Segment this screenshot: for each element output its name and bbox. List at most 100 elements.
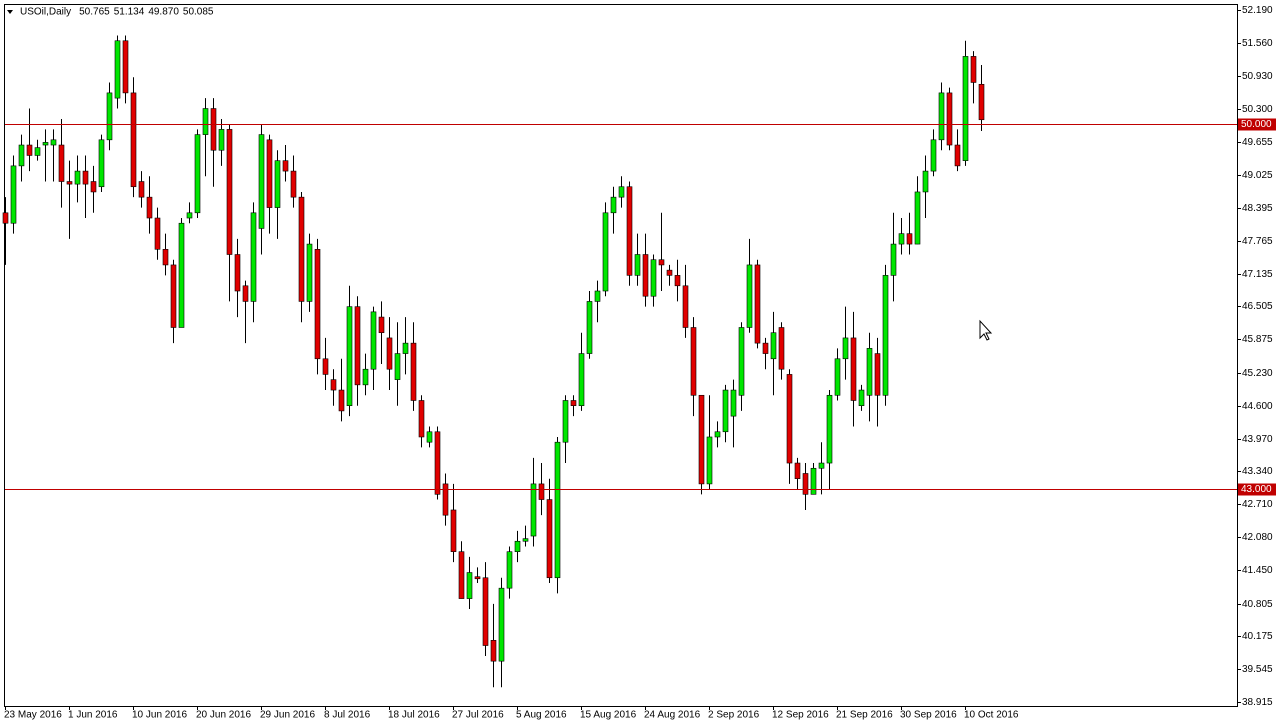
candle-body bbox=[858, 389, 865, 407]
price-label: 50.000 bbox=[1241, 119, 1272, 130]
price-label: 43.000 bbox=[1241, 484, 1272, 495]
chart-title: USOil,Daily bbox=[20, 7, 71, 18]
x-tick-label: 23 May 2016 bbox=[4, 710, 62, 721]
candle-body bbox=[578, 353, 585, 407]
candle-body bbox=[538, 483, 545, 500]
candle-body bbox=[314, 248, 321, 360]
candle-body bbox=[586, 301, 593, 354]
candle-body bbox=[138, 181, 145, 198]
y-tick-label: 43.970 bbox=[1242, 434, 1273, 445]
candle-body bbox=[786, 374, 793, 464]
candle-body bbox=[978, 83, 985, 121]
x-tick-label: 29 Jun 2016 bbox=[260, 710, 315, 721]
mouse-cursor bbox=[979, 319, 993, 341]
y-tick-label: 44.600 bbox=[1242, 401, 1273, 412]
candle-body bbox=[426, 431, 433, 443]
x-tick-label: 8 Jul 2016 bbox=[324, 710, 371, 721]
price-label-box bbox=[1238, 483, 1276, 496]
x-tick-label: 20 Jun 2016 bbox=[196, 710, 251, 721]
candle-body bbox=[890, 243, 897, 276]
candle-body bbox=[554, 441, 561, 579]
candle-body bbox=[386, 337, 393, 370]
candle-body bbox=[394, 353, 401, 380]
candle-body bbox=[738, 327, 745, 396]
candle-body bbox=[322, 358, 329, 375]
x-tick-label: 1 Jun 2016 bbox=[68, 710, 118, 721]
y-tick-label: 45.875 bbox=[1242, 334, 1273, 345]
x-tick-label: 30 Sep 2016 bbox=[900, 710, 957, 721]
candle-body bbox=[938, 92, 945, 141]
y-tick-label: 50.300 bbox=[1242, 104, 1273, 115]
y-tick-label: 52.190 bbox=[1242, 5, 1273, 16]
candle-body bbox=[290, 170, 297, 198]
candle-body bbox=[450, 509, 457, 552]
candle-body bbox=[546, 499, 553, 579]
candle-body bbox=[954, 144, 961, 167]
candle-body bbox=[346, 306, 353, 407]
candle-body bbox=[650, 259, 657, 297]
candle-body bbox=[842, 337, 849, 360]
candle-body bbox=[522, 538, 529, 542]
candle-body bbox=[778, 327, 785, 370]
candle-body bbox=[634, 254, 641, 276]
x-tick-label: 27 Jul 2016 bbox=[452, 710, 504, 721]
x-tick-label: 10 Jun 2016 bbox=[132, 710, 187, 721]
candle-body bbox=[922, 170, 929, 193]
candle-body bbox=[194, 134, 201, 214]
candle-body bbox=[146, 196, 153, 219]
candle-body bbox=[498, 587, 505, 662]
candle-body bbox=[26, 144, 33, 156]
candle-body bbox=[266, 139, 273, 208]
candle-body bbox=[458, 551, 465, 599]
candle-body bbox=[514, 540, 521, 552]
y-tick-label: 40.805 bbox=[1242, 599, 1273, 610]
y-tick-label: 50.930 bbox=[1242, 71, 1273, 82]
candle-body bbox=[298, 196, 305, 302]
candle-body bbox=[666, 269, 673, 276]
candle-body bbox=[834, 358, 841, 396]
candle-body bbox=[122, 40, 129, 94]
candle-body bbox=[602, 212, 609, 292]
candle-body bbox=[506, 551, 513, 589]
header-value: 50.085 bbox=[183, 7, 214, 18]
x-tick-label: 5 Aug 2016 bbox=[516, 710, 567, 721]
candle-body bbox=[82, 170, 89, 185]
candle-body bbox=[570, 400, 577, 407]
candle-body bbox=[218, 129, 225, 151]
y-tick-label: 49.025 bbox=[1242, 170, 1273, 181]
candle-body bbox=[154, 217, 161, 250]
y-tick-label: 41.450 bbox=[1242, 565, 1273, 576]
candle-body bbox=[2, 212, 9, 224]
candle-body bbox=[802, 473, 809, 495]
candle-body bbox=[354, 306, 361, 386]
candle-body bbox=[962, 56, 969, 161]
candle-body bbox=[474, 576, 481, 580]
candle-body bbox=[882, 275, 889, 396]
candle-body bbox=[234, 254, 241, 292]
candle-body bbox=[850, 337, 857, 401]
candle-body bbox=[642, 254, 649, 297]
candle-body bbox=[898, 233, 905, 245]
header-value: 51.134 bbox=[114, 7, 145, 18]
candle-body bbox=[410, 342, 417, 401]
y-tick-label: 46.505 bbox=[1242, 301, 1273, 312]
y-tick-label: 38.915 bbox=[1242, 697, 1273, 708]
candle-body bbox=[18, 144, 25, 167]
candle-body bbox=[690, 327, 697, 396]
candle-body bbox=[402, 342, 409, 354]
x-tick-label: 2 Sep 2016 bbox=[708, 710, 760, 721]
y-tick-label: 40.175 bbox=[1242, 631, 1273, 642]
x-tick-label: 21 Sep 2016 bbox=[836, 710, 893, 721]
candle-body bbox=[594, 290, 601, 302]
y-tick-label: 47.765 bbox=[1242, 236, 1273, 247]
candle-body bbox=[946, 92, 953, 146]
candle-body bbox=[58, 144, 65, 182]
y-tick-label: 39.545 bbox=[1242, 664, 1273, 675]
candle-body bbox=[466, 572, 473, 599]
candle-body bbox=[826, 394, 833, 464]
menu-triangle[interactable] bbox=[7, 10, 13, 14]
candle-body bbox=[250, 212, 257, 302]
candle-body bbox=[434, 431, 441, 495]
